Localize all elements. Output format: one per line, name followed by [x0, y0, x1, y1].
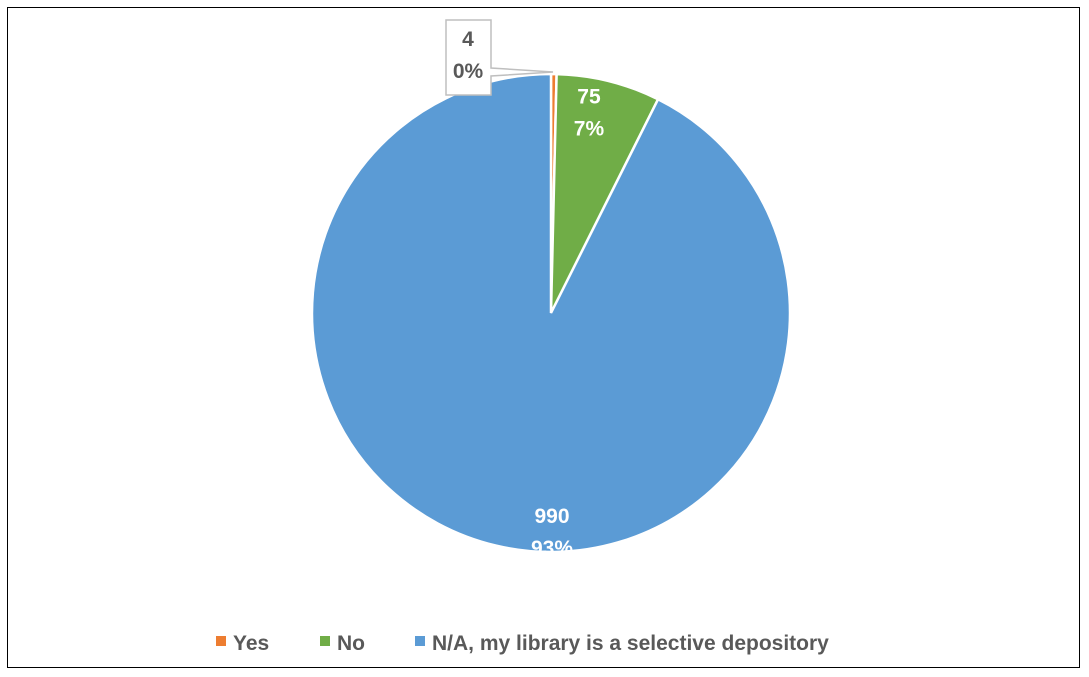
legend: Yes No N/A, my library is a selective depo… [216, 632, 829, 655]
slice-value-label-n-a-my-library-is-a-selective-depository: 990 [534, 505, 569, 528]
legend-item-n-a-my-library-is-a-selective-depository: N/A, my library is a selective depositor… [415, 632, 829, 655]
pie-slice-no [549, 72, 660, 314]
callout-box-yes [445, 19, 554, 96]
slice-value-label-yes: 4 [462, 28, 474, 51]
slice-percent-label-yes: 0% [453, 60, 484, 83]
legend-swatch-no [320, 636, 330, 646]
slice-labels: 4 0% 75 7% 990 93% [445, 19, 605, 560]
slice-value-label-no: 75 [577, 85, 601, 108]
slice-percent-label-n-a-my-library-is-a-selective-depository: 93% [531, 537, 573, 560]
slice-percent-label-no: 7% [574, 117, 605, 140]
legend-swatch-yes [216, 636, 226, 646]
legend-label-no: No [337, 632, 365, 655]
legend-item-yes: Yes [216, 632, 269, 655]
legend-label-n-a-my-library-is-a-selective-depository: N/A, my library is a selective depositor… [432, 632, 829, 655]
legend-swatch-n-a-my-library-is-a-selective-depository [415, 636, 425, 646]
legend-item-no: No [320, 632, 365, 655]
pie-slices [310, 72, 792, 554]
legend-label-yes: Yes [233, 632, 269, 655]
pie-slice-n-a-my-library-is-a-selective-depository [310, 72, 792, 554]
